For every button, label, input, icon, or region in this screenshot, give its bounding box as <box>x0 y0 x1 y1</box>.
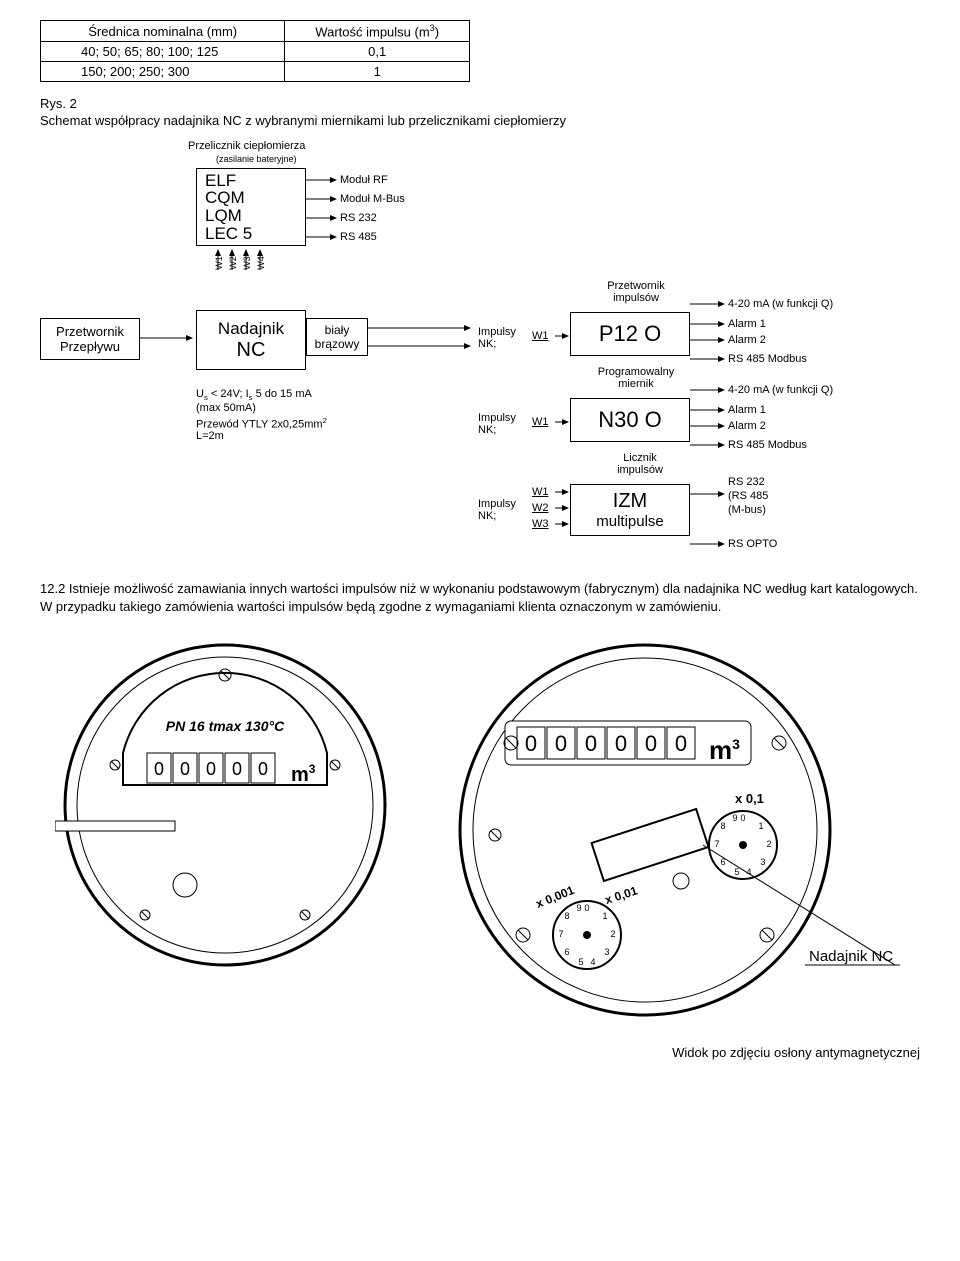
figure-caption: Schemat współpracy nadajnika NC z wybran… <box>40 113 920 128</box>
transmitter-spec: Us < 24V; Is 5 do 15 mA <box>196 388 312 402</box>
transmitter-box: Nadajnik NC <box>196 310 306 370</box>
svg-text:1: 1 <box>602 911 607 921</box>
heatcalc-input: W1 <box>214 257 224 271</box>
p12o-box: P12 O <box>570 312 690 356</box>
table-row: 150; 200; 250; 300 1 <box>41 62 470 82</box>
meter-right: 0 0 0 0 0 0 m3 x 0,1 012 345 678 9 x <box>425 635 905 1035</box>
transmitter-spec: L=2m <box>196 430 224 442</box>
svg-text:7: 7 <box>558 929 563 939</box>
heatcalc-out: RS 232 <box>340 212 377 224</box>
svg-text:4: 4 <box>746 867 751 877</box>
pulses-w: W1 <box>532 416 549 428</box>
svg-text:0: 0 <box>258 759 268 779</box>
izm-out: RS 232 <box>728 476 765 488</box>
pulses-label: Impulsy NK; <box>478 498 516 522</box>
n30o-out: Alarm 2 <box>728 420 766 432</box>
meter-illustrations: PN 16 tmax 130°C 0 0 0 0 0 m3 <box>40 635 920 1035</box>
wire-color-box: biały brązowy <box>306 318 368 356</box>
izm-title: Licznik impulsów <box>600 452 680 476</box>
svg-text:0: 0 <box>584 903 589 913</box>
p12o-out: Alarm 1 <box>728 318 766 330</box>
svg-text:7: 7 <box>714 839 719 849</box>
p12o-out: Alarm 2 <box>728 334 766 346</box>
svg-text:2: 2 <box>610 929 615 939</box>
unit: m3 <box>291 762 316 786</box>
n30o-box: N30 O <box>570 398 690 442</box>
heatcalc-title: Przelicznik ciepłomierza <box>188 140 305 152</box>
svg-text:1: 1 <box>758 821 763 831</box>
heatcalc-box: ELF CQM LQM LEC 5 <box>196 168 306 246</box>
svg-text:5: 5 <box>578 957 583 967</box>
svg-text:8: 8 <box>720 821 725 831</box>
pulses-w: W3 <box>532 518 549 530</box>
n30o-out: Alarm 1 <box>728 404 766 416</box>
izm-out: (M-bus) <box>728 504 766 516</box>
pn-text: PN 16 tmax 130°C <box>166 718 285 734</box>
pulse-value-table: Średnica nominalna (mm) Wartość impulsu … <box>40 20 470 82</box>
heatcalc-input: W2 <box>228 257 238 271</box>
svg-text:x 0,01: x 0,01 <box>603 884 639 908</box>
bottom-caption: Widok po zdjęciu osłony antymagnetycznej <box>40 1045 920 1060</box>
svg-text:0: 0 <box>645 731 657 756</box>
pulses-label: Impulsy NK; <box>478 412 516 436</box>
pulses-w: W2 <box>532 502 549 514</box>
svg-text:3: 3 <box>604 947 609 957</box>
svg-text:0: 0 <box>615 731 627 756</box>
svg-text:0: 0 <box>740 813 745 823</box>
transmitter-spec: Przewód YTLY 2x0,25mm2 <box>196 416 327 431</box>
izm-box: IZM multipulse <box>570 484 690 536</box>
n30o-out: 4-20 mA (w funkcji Q) <box>728 384 833 396</box>
svg-text:8: 8 <box>564 911 569 921</box>
svg-text:0: 0 <box>232 759 242 779</box>
p12o-title: Przetwornik impulsów <box>586 280 686 304</box>
pulses-w: W1 <box>532 330 549 342</box>
digit-row: 0 0 0 0 0 <box>147 753 275 783</box>
svg-text:9: 9 <box>732 813 737 823</box>
paragraph-12-2: 12.2 Istnieje możliwość zamawiania innyc… <box>40 580 920 615</box>
svg-text:9: 9 <box>576 903 581 913</box>
col-pulse: Wartość impulsu (m3) <box>285 21 470 42</box>
heatcalc-out: Moduł RF <box>340 174 388 186</box>
svg-text:0: 0 <box>675 731 687 756</box>
svg-text:3: 3 <box>760 857 765 867</box>
n30o-out: RS 485 Modbus <box>728 439 807 451</box>
pulses-label: Impulsy NK; <box>478 326 516 350</box>
figure-label: Rys. 2 <box>40 96 920 111</box>
heatcalc-input: W3 <box>242 257 252 271</box>
pulses-w: W1 <box>532 486 549 498</box>
svg-text:5: 5 <box>734 867 739 877</box>
svg-text:0: 0 <box>555 731 567 756</box>
svg-text:0: 0 <box>585 731 597 756</box>
dial-x001: x 0,01 <box>603 884 639 908</box>
heatcalc-out: Moduł M-Bus <box>340 193 405 205</box>
svg-text:2: 2 <box>766 839 771 849</box>
p12o-out: 4-20 mA (w funkcji Q) <box>728 298 833 310</box>
svg-text:6: 6 <box>564 947 569 957</box>
izm-out: (RS 485 <box>728 490 768 502</box>
svg-text:4: 4 <box>590 957 595 967</box>
table-row: 40; 50; 65; 80; 100; 125 0,1 <box>41 42 470 62</box>
svg-text:0: 0 <box>525 731 537 756</box>
svg-text:0: 0 <box>206 759 216 779</box>
flow-transducer-box: Przetwornik Przepływu <box>40 318 140 360</box>
izm-out: RS OPTO <box>728 538 777 550</box>
col-diameter: Średnica nominalna (mm) <box>41 21 285 42</box>
transmitter-callout: Nadajnik NC <box>809 948 893 965</box>
svg-text:0: 0 <box>180 759 190 779</box>
transmitter-spec: (max 50mA) <box>196 402 256 414</box>
heatcalc-out: RS 485 <box>340 231 377 243</box>
heatcalc-input: W4 <box>256 257 266 271</box>
svg-text:0: 0 <box>154 759 164 779</box>
n30o-title: Programowalny miernik <box>586 366 686 390</box>
schematic-diagram: Przelicznik ciepłomierza (zasilanie bate… <box>40 140 920 570</box>
meter-left: PN 16 tmax 130°C 0 0 0 0 0 m3 <box>55 635 395 975</box>
heatcalc-subtitle: (zasilanie bateryjne) <box>216 154 297 164</box>
svg-text:x 0,1: x 0,1 <box>735 791 764 806</box>
dial-x01: x 0,1 012 345 678 9 <box>709 791 777 879</box>
p12o-out: RS 485 Modbus <box>728 353 807 365</box>
